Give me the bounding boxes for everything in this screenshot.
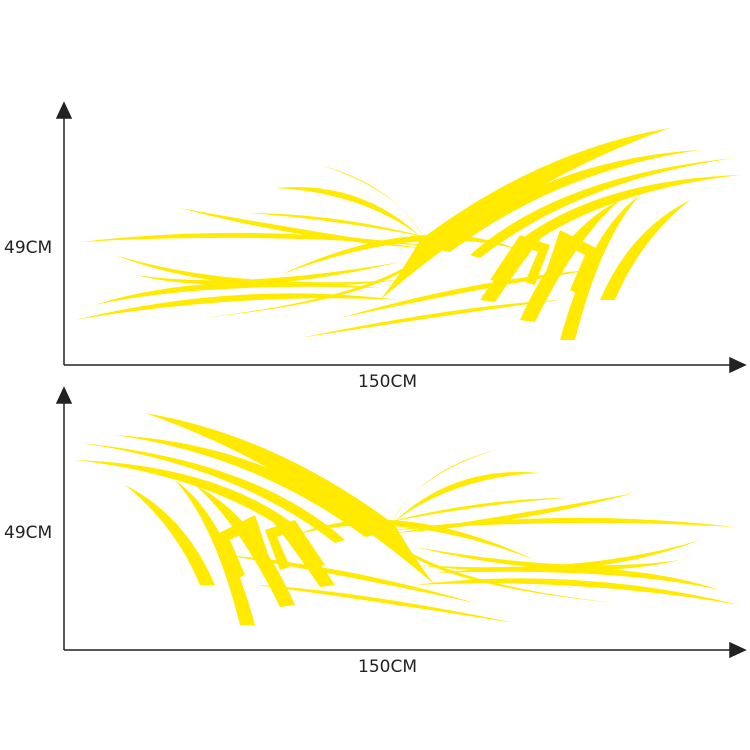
top-decal [75,128,740,340]
bottom-height-label: 49CM [4,523,53,543]
bottom-width-arrow-icon [729,641,747,659]
top-width-arrow-icon [729,356,747,374]
top-height-arrow-icon [55,101,73,119]
top-height-label: 49CM [4,238,53,258]
top-width-label: 150CM [358,372,417,392]
bottom-width-label: 150CM [358,657,417,677]
bottom-height-arrow-icon [55,386,73,404]
bottom-decal [75,413,740,625]
